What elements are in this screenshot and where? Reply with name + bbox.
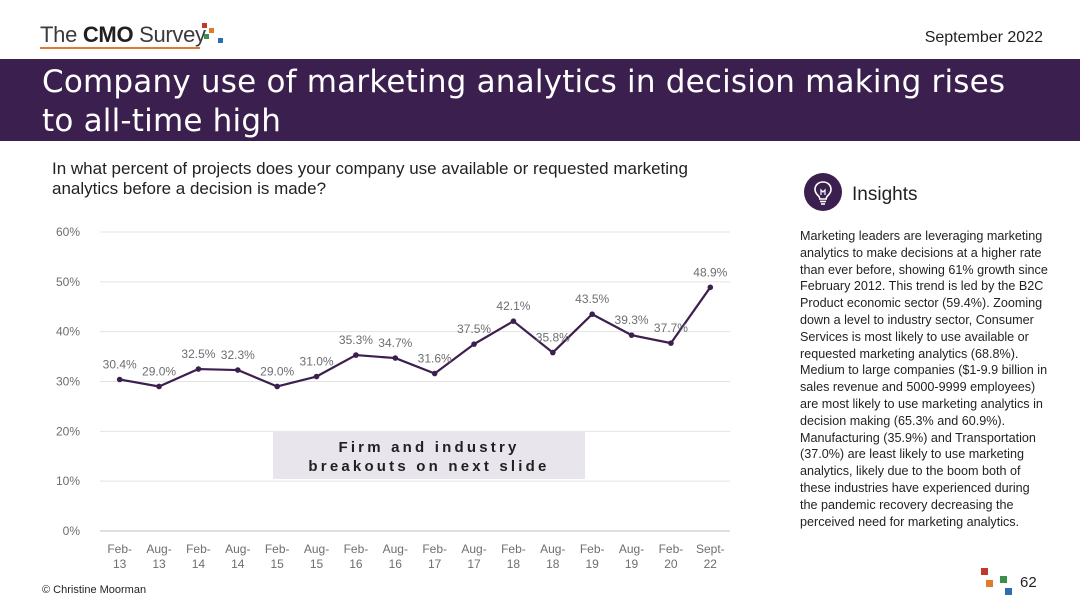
x-tick-label: Aug- xyxy=(461,542,486,556)
data-label: 39.3% xyxy=(615,313,649,327)
page-title: Company use of marketing analytics in de… xyxy=(42,64,1006,139)
data-label: 34.7% xyxy=(378,336,412,350)
x-tick-label: Aug- xyxy=(383,542,408,556)
x-tick-label: Aug- xyxy=(146,542,171,556)
logo-underline xyxy=(40,47,200,49)
footer-squares-icon xyxy=(978,566,1018,598)
title-banner: Company use of marketing analytics in de… xyxy=(0,59,1080,141)
logo-suffix: Survey xyxy=(133,22,206,47)
survey-question: In what percent of projects does your co… xyxy=(52,159,688,198)
x-tick-label: 15 xyxy=(310,557,324,571)
logo-prefix: The xyxy=(40,22,83,47)
y-tick-label: 20% xyxy=(56,424,80,438)
grid-lines xyxy=(100,231,730,532)
data-label: 29.0% xyxy=(142,364,176,378)
x-tick-label: Aug- xyxy=(225,542,250,556)
x-tick-label: 22 xyxy=(704,557,718,571)
data-point xyxy=(550,349,556,356)
data-labels: 30.4% 29.0% 32.5% 32.3% 29.0% 31.0% 35.3% 34.7%… xyxy=(103,265,728,378)
data-label: 42.1% xyxy=(496,299,530,313)
copyright: © Christine Moorman xyxy=(42,584,147,596)
data-point xyxy=(668,340,674,346)
logo-squares-icon xyxy=(200,22,230,48)
y-tick-label: 0% xyxy=(63,524,81,538)
data-label: 31.6% xyxy=(418,352,452,366)
x-tick-label: 20 xyxy=(664,557,678,571)
x-tick-label: Sept- xyxy=(696,542,725,556)
x-axis-ticks: Feb-13Aug-13Feb-14Aug-14Feb-15Aug-15Feb-… xyxy=(107,542,724,571)
data-label: 35.8% xyxy=(536,331,570,345)
data-label: 48.9% xyxy=(693,265,727,279)
x-tick-label: 13 xyxy=(113,557,127,571)
insights-text: Marketing leaders are leveraging marketi… xyxy=(800,229,1048,529)
x-tick-label: Feb- xyxy=(422,542,447,556)
data-label: 43.5% xyxy=(575,292,609,306)
data-point xyxy=(353,352,359,358)
x-tick-label: 16 xyxy=(349,557,363,571)
x-tick-label: Feb- xyxy=(265,542,290,556)
x-tick-label: Feb- xyxy=(580,542,605,556)
y-tick-label: 40% xyxy=(56,325,80,339)
x-tick-label: Feb- xyxy=(659,542,684,556)
x-tick-label: Feb- xyxy=(107,542,132,556)
y-tick-label: 10% xyxy=(56,474,80,488)
callout-text-line-1: Firm and industry xyxy=(338,439,519,456)
data-point xyxy=(235,367,241,373)
x-tick-label: 17 xyxy=(467,557,481,571)
data-label: 37.5% xyxy=(457,322,491,336)
data-point xyxy=(116,376,123,383)
logo-bold: CMO xyxy=(82,22,134,47)
report-date: September 2022 xyxy=(924,29,1043,46)
x-tick-label: 19 xyxy=(625,557,639,571)
line-chart: 0%10%20%30%40%50%60% Feb-13Aug-13Feb-14A… xyxy=(56,225,730,571)
data-point xyxy=(510,318,517,325)
x-tick-label: Feb- xyxy=(501,542,526,556)
data-point xyxy=(707,284,714,291)
x-tick-label: 18 xyxy=(546,557,560,571)
x-tick-label: 13 xyxy=(152,557,166,571)
x-tick-label: Feb- xyxy=(344,542,369,556)
data-label: 29.0% xyxy=(260,364,294,378)
x-tick-label: 16 xyxy=(389,557,403,571)
x-tick-label: 17 xyxy=(428,557,442,571)
x-tick-label: 14 xyxy=(192,557,206,571)
x-tick-label: 14 xyxy=(231,557,245,571)
data-point xyxy=(392,355,399,361)
logo-wordmark: The CMO Survey xyxy=(40,22,206,48)
data-point xyxy=(195,366,202,372)
y-tick-label: 30% xyxy=(56,375,80,389)
series-analytics-use xyxy=(116,284,714,390)
y-axis-ticks: 0% 10% 20% 30% 40% 50% 60% xyxy=(56,225,80,538)
data-label: 30.4% xyxy=(103,358,137,372)
data-label: 32.5% xyxy=(181,347,215,361)
data-label: 37.7% xyxy=(654,321,688,335)
x-tick-label: Aug- xyxy=(619,542,644,556)
insights-title: Insights xyxy=(852,184,918,205)
series-line xyxy=(119,286,712,388)
x-tick-label: 19 xyxy=(586,557,600,571)
data-point xyxy=(156,383,162,390)
x-tick-label: Aug- xyxy=(540,542,565,556)
x-tick-label: Aug- xyxy=(304,542,329,556)
x-tick-label: 18 xyxy=(507,557,521,571)
data-point xyxy=(313,373,320,380)
data-point xyxy=(471,341,477,347)
page-number: 62 xyxy=(1020,574,1037,591)
data-point xyxy=(628,332,635,338)
lightbulb-icon xyxy=(804,173,842,211)
data-label: 35.3% xyxy=(339,333,373,347)
data-label: 32.3% xyxy=(221,348,255,362)
data-point xyxy=(431,370,438,377)
y-tick-label: 50% xyxy=(56,275,80,289)
breakouts-callout: Firm and industry breakouts on next slid… xyxy=(273,432,585,479)
callout-text-line-2: breakouts on next slide xyxy=(308,458,549,475)
callout-box xyxy=(273,432,585,479)
y-tick-label: 60% xyxy=(56,225,80,239)
data-point xyxy=(589,311,595,318)
x-tick-label: 15 xyxy=(271,557,285,571)
data-point xyxy=(274,383,280,390)
x-tick-label: Feb- xyxy=(186,542,211,556)
data-label: 31.0% xyxy=(300,355,334,369)
